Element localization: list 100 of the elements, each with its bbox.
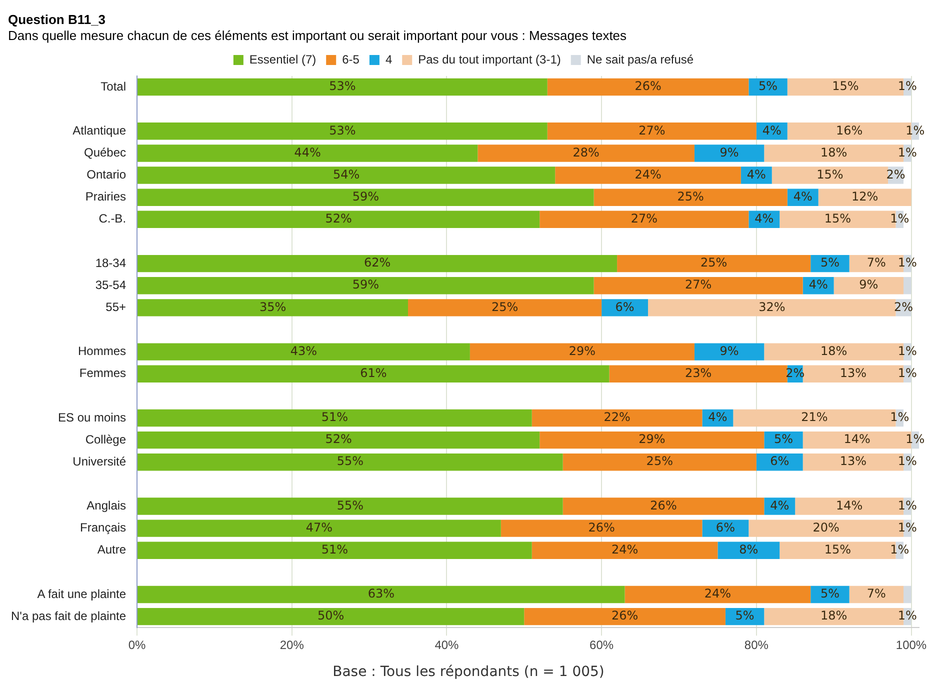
- data-label: 32%: [758, 300, 786, 314]
- data-label: 27%: [685, 278, 712, 292]
- data-label: 15%: [824, 542, 852, 556]
- data-label: 28%: [572, 145, 600, 160]
- x-tick-label: 100%: [896, 638, 927, 652]
- bar: [617, 254, 811, 272]
- bar: [694, 144, 764, 162]
- y-tick-label: Québec: [84, 146, 126, 160]
- data-label: 2%: [886, 167, 906, 182]
- bar: [138, 343, 470, 360]
- text: Base : Tous les répondants (n = 1 005): [332, 664, 606, 680]
- bar: [532, 409, 702, 427]
- data-label: 23%: [685, 366, 712, 380]
- bar: [138, 586, 625, 604]
- bar: [138, 144, 478, 162]
- bar: [500, 520, 702, 537]
- data-label: 14%: [844, 432, 870, 446]
- data-label: 27%: [638, 123, 666, 138]
- data-label: 1%: [898, 498, 917, 512]
- data-label: 1%: [890, 410, 910, 424]
- data-label: 63%: [368, 586, 394, 601]
- bar: [138, 166, 556, 184]
- bar: [562, 454, 756, 471]
- data-label: 1%: [906, 123, 925, 138]
- x-tick-label: 80%: [744, 638, 769, 652]
- bar: [532, 542, 718, 559]
- legend-label: 6-5: [342, 52, 360, 66]
- bar: [540, 431, 764, 449]
- data-label: 35%: [259, 300, 286, 314]
- data-label: 4%: [770, 498, 790, 512]
- bar: [547, 122, 756, 140]
- data-label: 18%: [820, 344, 848, 358]
- data-label: 59%: [352, 278, 380, 292]
- data-label: 4%: [762, 123, 782, 138]
- bar: [138, 542, 532, 559]
- data-label: 26%: [588, 520, 615, 534]
- data-label: 55%: [336, 454, 364, 468]
- y-tick-label: Français: [80, 520, 126, 535]
- bar: [772, 166, 888, 184]
- bar: [524, 608, 726, 626]
- bar: [694, 343, 764, 360]
- data-label: 12%: [851, 189, 878, 204]
- data-label: 7%: [866, 256, 886, 270]
- legend-label: Pas du tout important (3-1): [418, 52, 561, 66]
- bar: [648, 299, 896, 316]
- x-tick-label: 40%: [434, 638, 460, 652]
- bar: [138, 210, 540, 228]
- y-tick-label: N'a pas fait de plainte: [11, 608, 126, 623]
- data-label: 29%: [638, 432, 666, 446]
- data-label: 25%: [646, 454, 673, 468]
- data-label: 47%: [306, 520, 333, 534]
- bar: [718, 542, 780, 559]
- data-label: 52%: [325, 432, 352, 446]
- data-label: 16%: [836, 123, 863, 138]
- bar: [138, 520, 501, 537]
- data-label: 9%: [720, 145, 739, 160]
- data-label: 8%: [739, 542, 758, 556]
- data-label: 43%: [290, 344, 318, 358]
- data-label: 1%: [898, 366, 917, 380]
- y-tick-label: Anglais: [86, 498, 126, 513]
- bar: [594, 188, 788, 206]
- data-label: 24%: [611, 542, 638, 556]
- x-tick-label: 0%: [128, 638, 146, 652]
- bar: [547, 78, 749, 96]
- data-label: 20%: [812, 520, 840, 534]
- data-label: 21%: [801, 410, 828, 424]
- data-label: 14%: [836, 498, 863, 512]
- data-label: 1%: [898, 608, 917, 623]
- data-label: 62%: [364, 256, 391, 270]
- data-label: 53%: [329, 79, 356, 94]
- data-label: 2%: [894, 300, 914, 314]
- bar: [138, 78, 548, 96]
- bar: [138, 431, 540, 449]
- y-tick-label: 35-54: [95, 278, 126, 292]
- data-label: 55%: [336, 498, 364, 512]
- data-label: 27%: [630, 212, 658, 226]
- data-label: 24%: [634, 167, 662, 182]
- bar: [138, 122, 548, 140]
- data-label: 1%: [890, 542, 910, 556]
- y-tick-label: 55+: [106, 300, 126, 314]
- data-label: 5%: [820, 586, 840, 601]
- x-tick-label: 20%: [280, 638, 304, 652]
- data-label: 4%: [793, 189, 812, 204]
- data-label: 25%: [677, 189, 704, 204]
- data-label: 4%: [754, 212, 774, 226]
- bar: [818, 188, 912, 206]
- data-label: 5%: [758, 79, 778, 94]
- bar: [834, 277, 904, 294]
- bar: [594, 277, 803, 294]
- bar: [609, 365, 788, 382]
- data-label: 13%: [840, 366, 867, 380]
- y-tick-label: Autre: [97, 542, 126, 557]
- data-label: 51%: [321, 542, 348, 556]
- y-tick-label: A fait une plainte: [37, 586, 126, 601]
- data-label: 51%: [321, 410, 348, 424]
- bar: [904, 277, 912, 294]
- data-label: 22%: [604, 410, 630, 424]
- chart-title: Question B11_3: [8, 12, 106, 27]
- legend-label: Ne sait pas/a refusé: [586, 52, 694, 66]
- data-label: 25%: [491, 300, 518, 314]
